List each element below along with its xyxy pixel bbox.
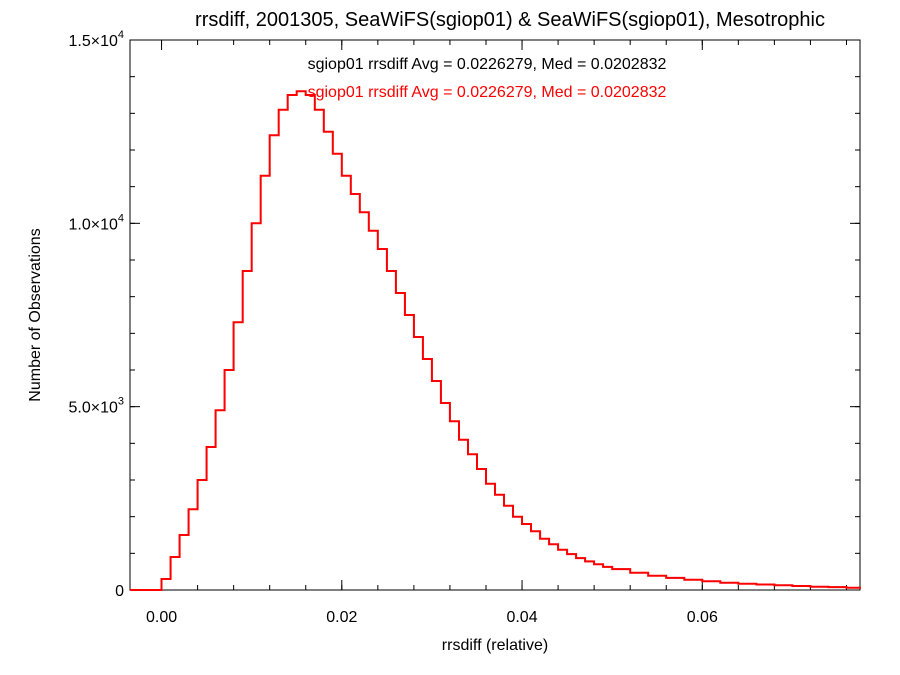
y-tick-label-base: 1.0×10 <box>68 216 117 233</box>
x-tick-label: 0.00 <box>146 609 177 626</box>
y-axis-label: Number of Observations <box>27 228 44 401</box>
chart-title: rrsdiff, 2001305, SeaWiFS(sgiop01) & Sea… <box>195 9 825 31</box>
y-tick-label: 1.5×104 <box>68 29 124 50</box>
y-tick-label-exponent: 4 <box>118 29 124 41</box>
y-tick-label-base: 1.5×10 <box>68 33 117 50</box>
y-tick-label-base: 5.0×10 <box>68 400 117 417</box>
histogram-series-line-0 <box>130 90 861 591</box>
x-axis-label: rrsdiff (relative) <box>442 637 548 654</box>
y-tick-label: 0 <box>115 583 124 600</box>
plot-frame <box>129 39 861 591</box>
x-tick-label: 0.04 <box>506 609 537 626</box>
histogram-series-line-1 <box>130 90 861 591</box>
y-tick-label-base: 0 <box>115 583 124 600</box>
annotation-stats-black: sgiop01 rrsdiff Avg = 0.0226279, Med = 0… <box>308 56 667 73</box>
series-layer <box>130 90 861 591</box>
y-tick-label-exponent: 3 <box>118 396 124 408</box>
y-tick-label-exponent: 4 <box>118 212 124 224</box>
x-tick-label: 0.02 <box>326 609 357 626</box>
y-tick-label: 1.0×104 <box>68 212 124 233</box>
y-tick-label: 5.0×103 <box>68 396 124 417</box>
x-axis-ticks: 0.00 0.02 0.04 0.06 <box>146 40 847 626</box>
x-tick-label: 0.06 <box>687 609 718 626</box>
annotation-stats-red: sgiop01 rrsdiff Avg = 0.0226279, Med = 0… <box>308 84 667 101</box>
